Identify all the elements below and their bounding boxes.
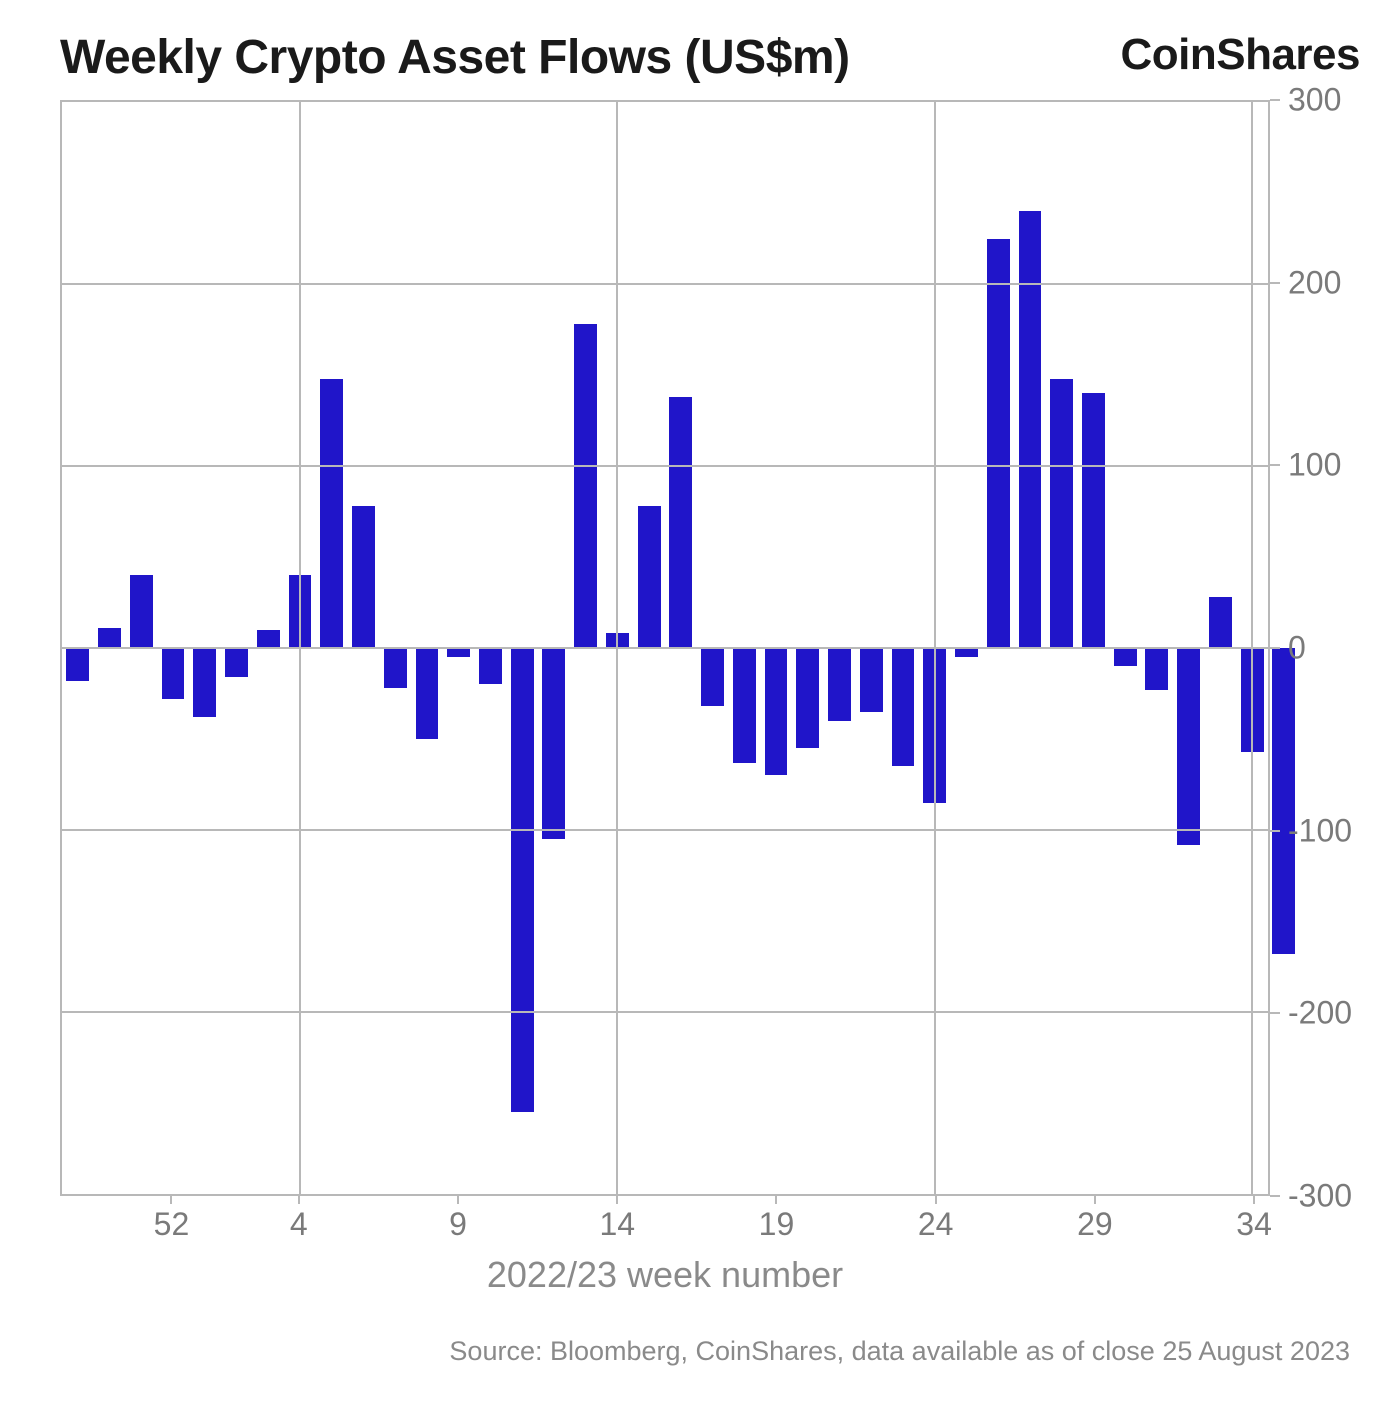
chart-bar xyxy=(257,630,280,648)
source-text: Source: Bloomberg, CoinShares, data avai… xyxy=(60,1336,1350,1367)
chart-bar xyxy=(574,324,597,648)
chart-bar xyxy=(828,648,851,721)
gridline-h xyxy=(62,465,1268,467)
y-tick-label: -300 xyxy=(1288,1178,1352,1215)
gridline-h xyxy=(62,647,1268,649)
chart-bar xyxy=(447,648,470,657)
x-tick-mark xyxy=(616,1194,618,1204)
chart-bar xyxy=(1145,648,1168,690)
chart-bar xyxy=(1019,211,1042,648)
chart-bar xyxy=(193,648,216,717)
x-tick-label: 19 xyxy=(759,1206,795,1243)
chart-bar xyxy=(511,648,534,1112)
chart-bar xyxy=(98,628,121,648)
x-tick-mark xyxy=(298,1194,300,1204)
y-tick-label: 0 xyxy=(1288,630,1306,667)
x-tick-mark xyxy=(775,1194,777,1204)
x-tick-mark xyxy=(935,1194,937,1204)
chart-title: Weekly Crypto Asset Flows (US$m) xyxy=(60,30,850,85)
brand-logo: CoinShares xyxy=(1120,30,1360,80)
x-tick-label: 4 xyxy=(290,1206,308,1243)
y-tick-mark xyxy=(1270,830,1280,832)
y-tick-label: -200 xyxy=(1288,995,1352,1032)
chart-bar xyxy=(1082,393,1105,648)
y-tick-label: 300 xyxy=(1288,82,1341,119)
x-tick-mark xyxy=(170,1194,172,1204)
gridline-h xyxy=(62,829,1268,831)
chart-bar xyxy=(542,648,565,839)
x-axis: 52 4 9 14 19 24 29 34 xyxy=(60,1196,1270,1246)
chart-bar xyxy=(416,648,439,739)
chart-bar xyxy=(320,379,343,648)
x-tick-label: 14 xyxy=(599,1206,635,1243)
x-tick-label: 9 xyxy=(449,1206,467,1243)
chart-bar xyxy=(1114,648,1137,666)
y-tick-mark xyxy=(1270,282,1280,284)
chart-bar xyxy=(479,648,502,684)
chart-bar xyxy=(66,648,89,681)
chart-plot-area xyxy=(60,100,1270,1196)
chart-bar xyxy=(638,506,661,648)
y-tick-label: 100 xyxy=(1288,447,1341,484)
y-tick-mark xyxy=(1270,99,1280,101)
chart-bar xyxy=(892,648,915,766)
chart-bar xyxy=(765,648,788,775)
x-tick-mark xyxy=(457,1194,459,1204)
y-tick-mark xyxy=(1270,1195,1280,1197)
chart-bar xyxy=(384,648,407,688)
chart-bar xyxy=(669,397,692,648)
y-tick-label: -100 xyxy=(1288,812,1352,849)
chart-bar xyxy=(1177,648,1200,845)
x-tick-label: 34 xyxy=(1236,1206,1272,1243)
x-axis-label: 2022/23 week number xyxy=(60,1254,1270,1296)
y-axis: -300-200-1000100200300 xyxy=(1270,100,1360,1196)
chart-bar xyxy=(860,648,883,712)
y-tick-mark xyxy=(1270,464,1280,466)
chart-bar xyxy=(1050,379,1073,648)
gridline-h xyxy=(62,1011,1268,1013)
x-tick-label: 24 xyxy=(918,1206,954,1243)
chart-bar xyxy=(955,648,978,657)
chart-bar xyxy=(796,648,819,748)
chart-bar xyxy=(130,575,153,648)
chart-bar xyxy=(1209,597,1232,648)
chart-bar xyxy=(162,648,185,699)
gridline-h xyxy=(62,283,1268,285)
gridline-v xyxy=(299,102,301,1194)
x-tick-label: 29 xyxy=(1077,1206,1113,1243)
chart-bar xyxy=(701,648,724,706)
x-tick-mark xyxy=(1094,1194,1096,1204)
chart-bar xyxy=(352,506,375,648)
chart-bar xyxy=(733,648,756,763)
gridline-v xyxy=(616,102,618,1194)
y-tick-label: 200 xyxy=(1288,264,1341,301)
x-tick-label: 52 xyxy=(154,1206,190,1243)
chart-bar xyxy=(225,648,248,677)
chart-bar xyxy=(987,239,1010,649)
gridline-v xyxy=(934,102,936,1194)
y-tick-mark xyxy=(1270,647,1280,649)
y-tick-mark xyxy=(1270,1012,1280,1014)
gridline-v xyxy=(1251,102,1253,1194)
x-tick-mark xyxy=(1253,1194,1255,1204)
